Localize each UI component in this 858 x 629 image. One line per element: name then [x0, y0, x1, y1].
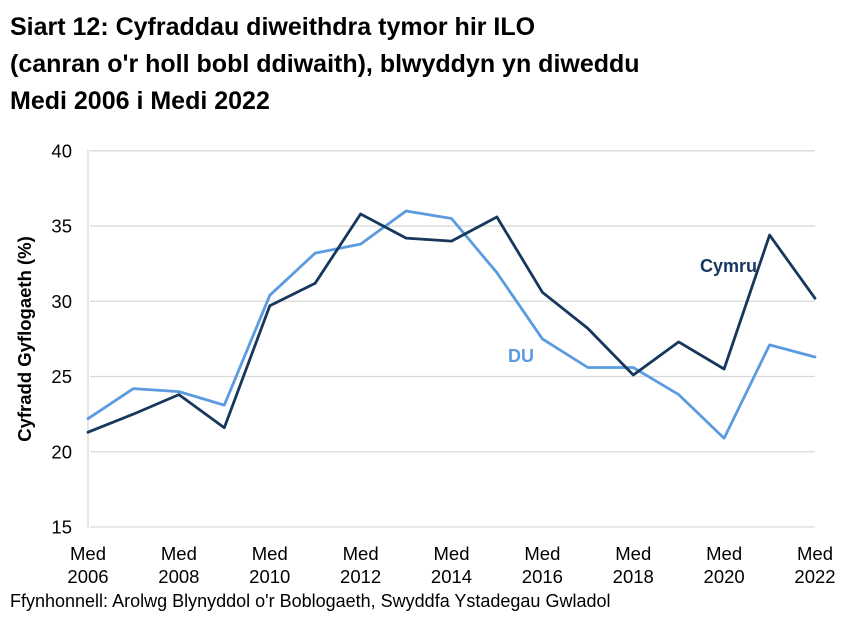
x-tick-label-month: Med: [615, 543, 651, 564]
x-tick-label-month: Med: [343, 543, 379, 564]
x-tick-label-month: Med: [434, 543, 470, 564]
x-tick-label-year: 2006: [67, 566, 108, 587]
y-tick-label: 25: [51, 366, 72, 387]
x-tick-label-year: 2022: [794, 566, 835, 587]
y-tick-label: 20: [51, 441, 72, 462]
x-tick-label-year: 2014: [431, 566, 472, 587]
x-tick-label-year: 2010: [249, 566, 290, 587]
chart-title-line-1: Siart 12: Cyfraddau diweithdra tymor hir…: [10, 13, 536, 41]
x-tick-label-month: Med: [161, 543, 197, 564]
y-axis-title: Cyfradd Gyflogaeth (%): [14, 236, 35, 442]
x-tick-label-year: 2016: [522, 566, 563, 587]
chart-title-line-3: Medi 2006 i Medi 2022: [10, 87, 270, 115]
x-tick-label-year: 2018: [613, 566, 654, 587]
du-series-label: DU: [508, 346, 534, 366]
x-tick-label-month: Med: [797, 543, 833, 564]
x-tick-label-month: Med: [252, 543, 288, 564]
y-tick-label: 15: [51, 517, 72, 538]
y-tick-label: 35: [51, 216, 72, 237]
y-tick-label: 30: [51, 291, 72, 312]
source-note: Ffynhonnell: Arolwg Blynyddol o'r Boblog…: [10, 591, 611, 611]
x-tick-label-month: Med: [706, 543, 742, 564]
x-tick-label-month: Med: [524, 543, 560, 564]
du-line: [86, 209, 817, 440]
x-tick-label-year: 2020: [704, 566, 745, 587]
chart-title-line-2: (canran o'r holl bobl ddiwaith), blwyddy…: [10, 50, 640, 78]
x-tick-label-month: Med: [70, 543, 106, 564]
x-tick-label-year: 2012: [340, 566, 381, 587]
y-tick-label: 40: [51, 140, 72, 161]
cymru-series-label: Cymru: [700, 256, 757, 276]
x-tick-label-year: 2008: [158, 566, 199, 587]
cymru-line: [86, 212, 817, 434]
chart-title: Siart 12: Cyfraddau diweithdra tymor hir…: [10, 9, 840, 120]
